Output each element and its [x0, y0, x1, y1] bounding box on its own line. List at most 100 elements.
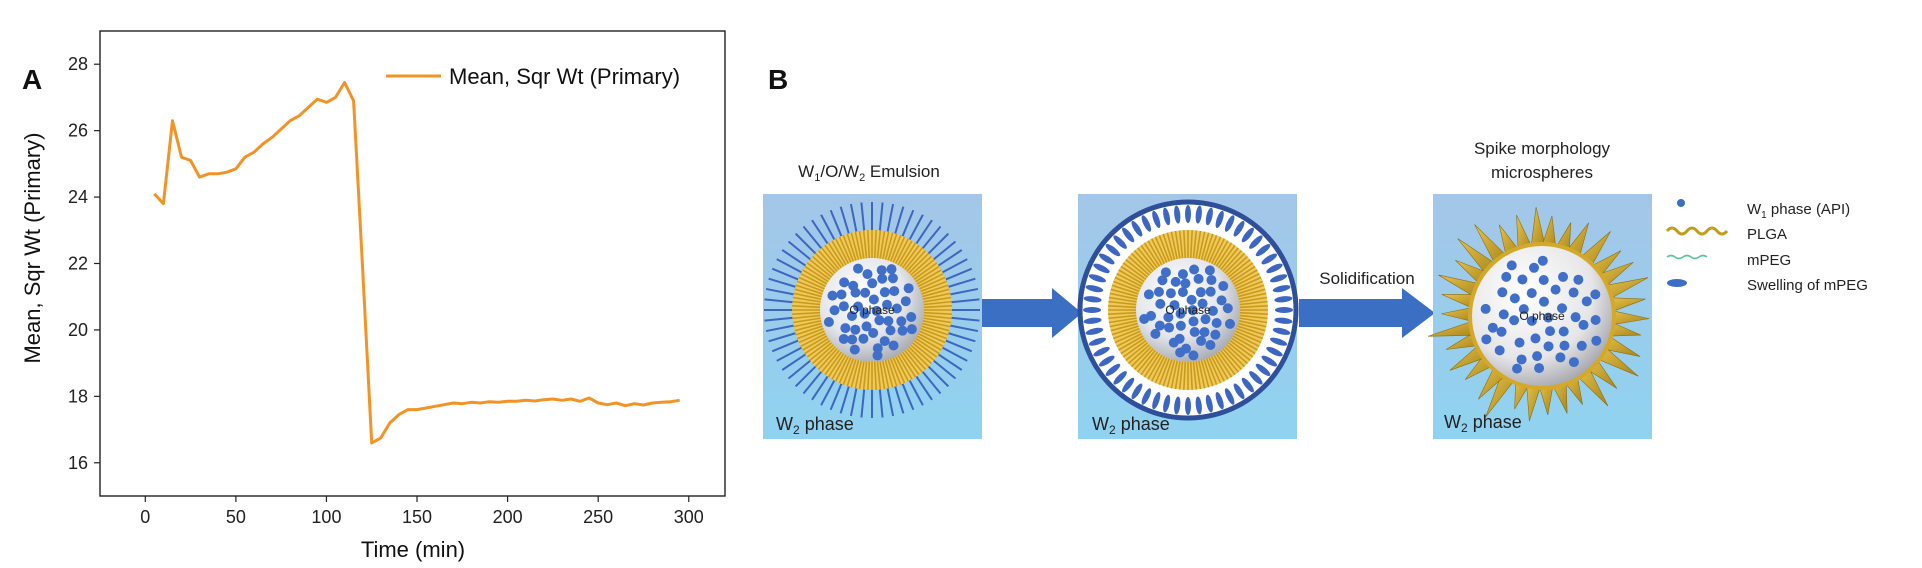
plga-chain — [1178, 361, 1184, 390]
api-dot — [897, 325, 908, 336]
plga-chain — [1217, 351, 1236, 376]
swollen-mpeg — [1088, 337, 1106, 346]
plga-legend-icon — [1665, 226, 1729, 236]
plga-chain — [892, 357, 906, 384]
swollen-mpeg — [1113, 235, 1127, 249]
plga-chain — [884, 232, 894, 260]
api-dot — [1189, 327, 1200, 338]
plga-chain — [1108, 317, 1137, 324]
plga-chain — [1236, 327, 1263, 340]
api-dot — [853, 263, 864, 274]
mpeg-chain — [931, 358, 957, 380]
api-dot — [1506, 260, 1517, 271]
arrow-1 — [982, 288, 1082, 338]
plga-chain — [854, 360, 862, 389]
api-dot — [1150, 328, 1161, 339]
plga-chain — [887, 359, 898, 387]
plga-chain — [1108, 311, 1137, 315]
api-dot — [858, 333, 869, 344]
chart-ticks: 0 50 100 150 200 250 300 16 18 20 22 24 26 28 — [68, 54, 704, 527]
api-dot — [1180, 278, 1191, 289]
plga-chain — [915, 337, 940, 355]
plga-chain — [1235, 276, 1262, 290]
mpeg-chain — [943, 267, 973, 282]
plga-chain — [873, 361, 877, 390]
plga-chain — [1147, 354, 1163, 380]
api-dot — [1530, 333, 1541, 344]
api-dot — [827, 290, 838, 301]
api-dot — [887, 273, 898, 284]
plga-chain — [920, 280, 947, 293]
api-dot — [1188, 316, 1199, 327]
mpeg-chain — [794, 232, 818, 256]
plga-chain — [1143, 353, 1161, 378]
plga-chain — [894, 355, 910, 382]
o-phase-label: O phase — [849, 303, 895, 317]
plga-chain — [792, 300, 821, 306]
api-dot — [1532, 351, 1543, 362]
api-dot — [1205, 286, 1216, 297]
stage-microspheres-phase-label: W2 phase — [1444, 412, 1522, 435]
plga-chain — [1232, 335, 1258, 351]
api-dot — [1555, 352, 1566, 363]
stage-intermediate-phase-label: W2 phase — [1092, 414, 1170, 437]
api-dot — [1153, 286, 1164, 297]
plga-chain — [1133, 348, 1154, 370]
plga-chain — [1229, 262, 1254, 281]
plga-chain — [862, 230, 868, 259]
swollen-mpeg — [1272, 327, 1291, 335]
plga-chain — [1120, 337, 1145, 355]
api-dot — [1154, 320, 1165, 331]
plga-chain — [1150, 355, 1166, 382]
api-dot — [840, 323, 851, 334]
plga-chain — [1113, 327, 1140, 340]
mpeg-chain — [948, 324, 979, 333]
stage-emulsion-phase-label: W2 phase — [776, 414, 854, 437]
plga-chain — [1125, 259, 1149, 278]
mpeg-chain — [802, 225, 824, 251]
api-dot — [1481, 334, 1492, 345]
plga-chain — [795, 325, 823, 336]
swollen-mpeg — [1093, 346, 1110, 357]
mpeg-chain — [943, 338, 973, 353]
swollen-mpeg — [1152, 210, 1161, 228]
plga-chain — [1203, 233, 1214, 261]
mpeg-chain — [802, 369, 824, 395]
plga-chain — [1235, 330, 1262, 344]
plga-chain — [1205, 235, 1218, 262]
mpeg-chain — [776, 345, 804, 362]
plga-chain — [922, 288, 950, 298]
api-dot — [903, 283, 914, 294]
plga-chain — [862, 361, 868, 390]
api-dot — [1538, 296, 1549, 307]
plga-chain — [1205, 358, 1218, 385]
swollen-mpeg — [1205, 394, 1213, 413]
plga-chain — [817, 250, 838, 272]
api-dot — [879, 287, 890, 298]
api-dot — [891, 303, 902, 314]
panel-b-letter: B — [768, 64, 789, 95]
plga-chain — [827, 353, 845, 378]
plga-chain — [802, 335, 828, 351]
plga-chain — [876, 361, 882, 390]
legend-api-label: W1 phase (API) — [1747, 201, 1850, 221]
api-dot — [1509, 315, 1520, 326]
swollen-mpeg — [1233, 383, 1245, 400]
plga-chain — [1208, 236, 1222, 263]
plga-chain — [1178, 230, 1184, 259]
plga-chain — [910, 255, 932, 276]
mpeg-chain — [764, 316, 795, 322]
plga-chain — [1108, 296, 1137, 303]
plga-chain — [1238, 292, 1267, 300]
api-dot — [1163, 312, 1174, 323]
plga-chain — [793, 320, 822, 328]
api-dot — [888, 340, 899, 351]
plga-chain — [1236, 280, 1263, 293]
mpeg-chain — [878, 387, 884, 418]
mpeg-chain — [878, 202, 884, 233]
swollen-mpeg — [1113, 371, 1127, 385]
plga-chain — [1114, 276, 1141, 290]
swollen-mpeg — [1249, 235, 1263, 249]
plga-chain — [904, 247, 923, 271]
x-tick-label: 300 — [674, 507, 704, 527]
